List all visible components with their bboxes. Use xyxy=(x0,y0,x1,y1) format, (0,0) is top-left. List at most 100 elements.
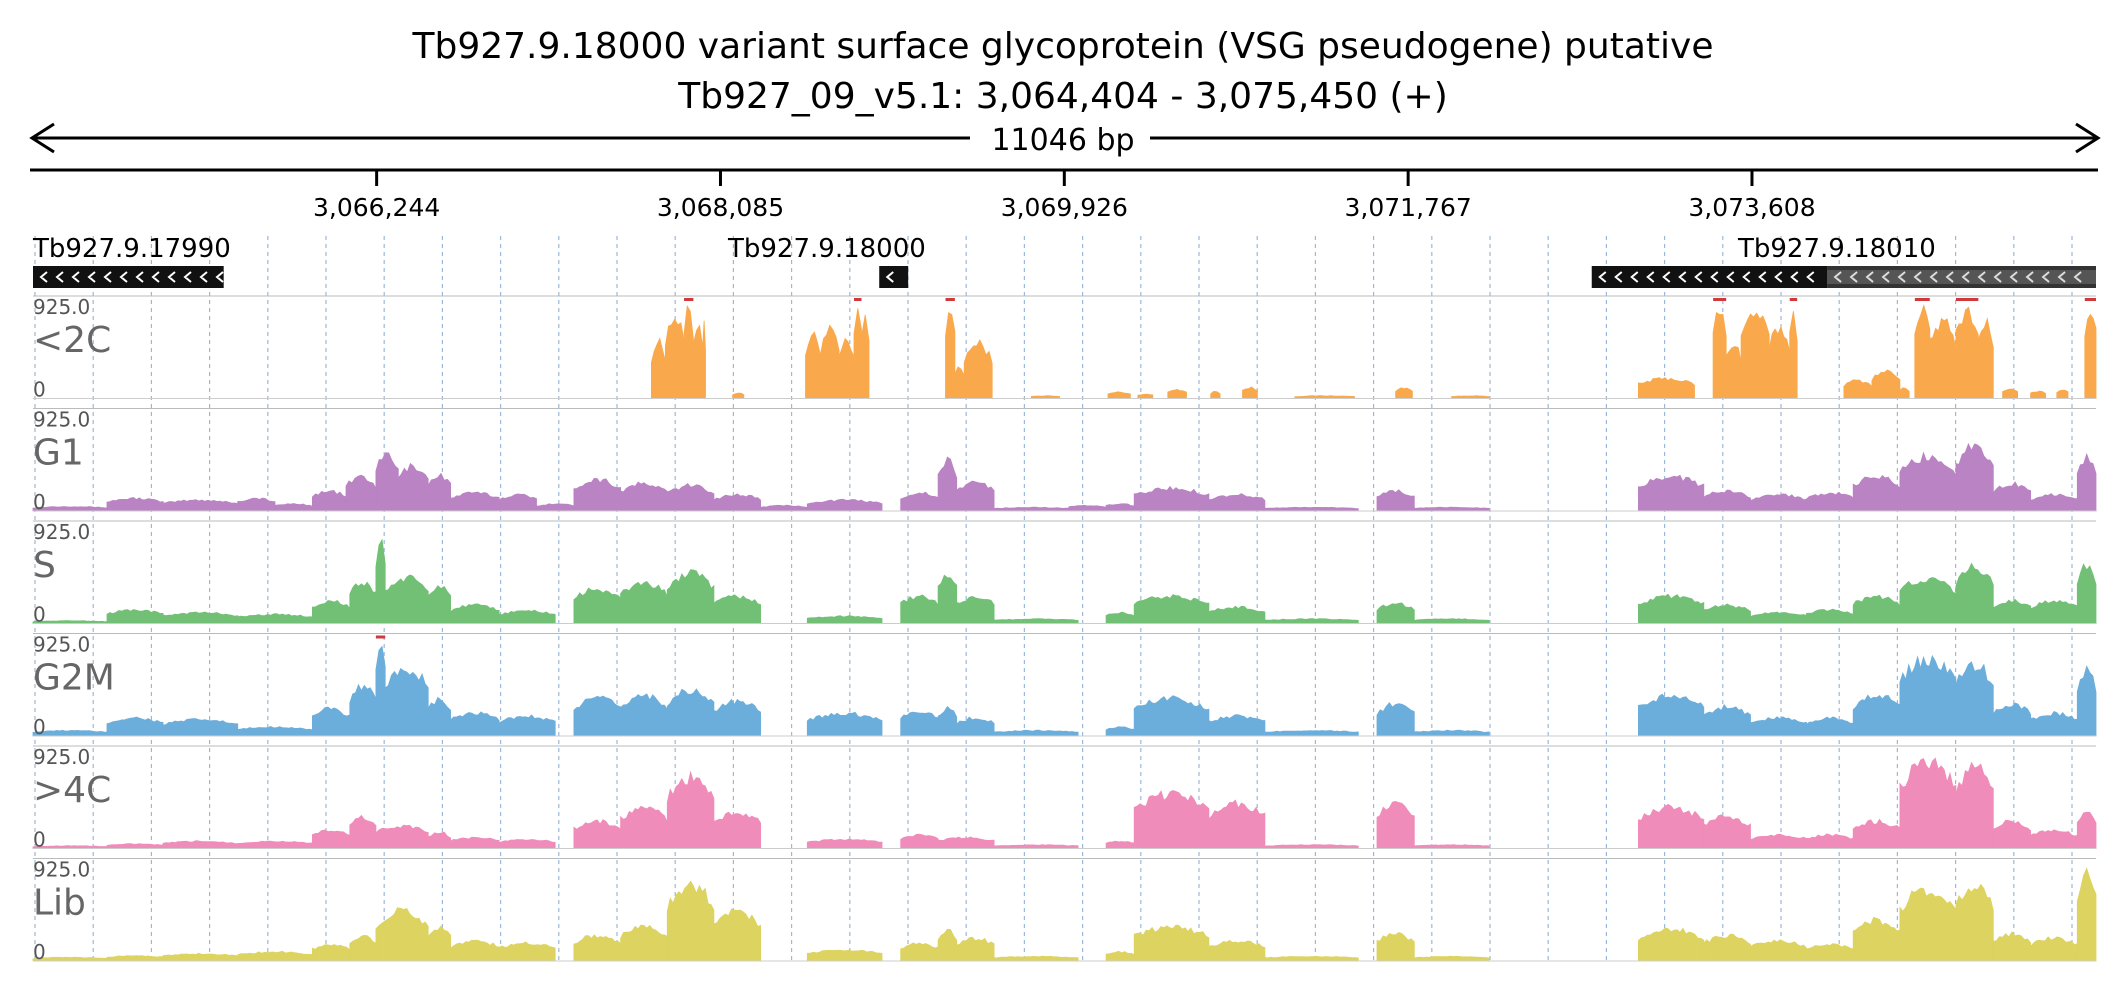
coverage-area xyxy=(2076,665,2097,737)
coverage-area xyxy=(993,618,1079,624)
coverage-area xyxy=(1806,608,1854,624)
coverage-area xyxy=(162,718,239,737)
coverage-area xyxy=(1852,916,1901,962)
coverage-area xyxy=(993,844,1079,849)
coverage-area xyxy=(2030,829,2078,849)
coverage-area xyxy=(162,499,239,512)
coverage-area xyxy=(666,483,715,512)
coverage-area xyxy=(732,392,745,399)
coverage-area xyxy=(900,711,939,737)
coverage-area xyxy=(1376,932,1415,962)
coverage-area xyxy=(237,497,276,512)
coverage-area xyxy=(1376,702,1415,737)
coverage-area xyxy=(450,939,500,962)
coverage-area xyxy=(853,308,862,399)
coverage-area xyxy=(1703,603,1751,624)
gene-track: Tb927.9.17990 Tb927.9.18000 Tb927.9.18010 xyxy=(32,234,2096,288)
coverage-area xyxy=(1914,304,1931,399)
coverage-track: 925.0 0 <2C xyxy=(33,295,2097,402)
coverage-track: 925.0 0 G1 xyxy=(32,408,2097,514)
coverage-area xyxy=(1899,387,1910,399)
coverage-area xyxy=(498,714,556,737)
x-tick-label: 3,068,085 xyxy=(657,193,784,222)
coverage-area xyxy=(349,683,377,737)
coverage-area xyxy=(1750,493,1807,512)
coverage-area xyxy=(237,950,313,962)
coverage-area xyxy=(1208,799,1266,849)
coverage-area xyxy=(666,770,715,849)
coverage-area xyxy=(1768,325,1791,399)
coverage-area xyxy=(1208,493,1266,512)
coverage-area xyxy=(838,337,855,399)
coverage-area xyxy=(1703,704,1751,737)
coverage-area xyxy=(573,477,621,512)
coverage-area xyxy=(536,503,575,512)
coverage-area xyxy=(32,620,108,624)
coverage-area xyxy=(1703,933,1751,962)
coverage-area xyxy=(2056,389,2069,399)
track-ymax-label: 925.0 xyxy=(33,633,90,657)
coverage-area xyxy=(1395,387,1413,399)
coverage-area xyxy=(427,585,451,624)
coverage-area xyxy=(666,688,715,737)
coverage-area xyxy=(1167,388,1187,399)
track-ymin-label: 0 xyxy=(33,378,46,402)
coverage-area xyxy=(620,805,668,849)
coverage-area xyxy=(1413,729,1490,737)
coverage-area xyxy=(1068,504,1107,512)
track-ymin-label: 0 xyxy=(33,828,46,852)
coverage-area xyxy=(1955,661,1994,737)
coverage-area xyxy=(498,839,556,849)
track-ymax-label: 925.0 xyxy=(33,408,90,432)
coverage-area xyxy=(956,936,995,962)
coverage-area xyxy=(993,955,1079,962)
coverage-area xyxy=(106,843,164,849)
coverage-area xyxy=(1264,618,1359,624)
coverage-area xyxy=(1899,451,1957,512)
coverage-area xyxy=(349,581,377,624)
coverage-area xyxy=(1413,955,1490,962)
coverage-area xyxy=(2002,388,2018,399)
coverage-area xyxy=(1264,844,1359,849)
x-tick-label: 3,069,926 xyxy=(1001,193,1128,222)
coverage-area xyxy=(106,497,164,512)
coverage-area xyxy=(1376,602,1415,624)
coverage-track: 925.0 0 G2M xyxy=(32,633,2097,739)
coverage-area xyxy=(106,955,164,962)
coverage-area xyxy=(32,845,108,849)
coverage-area xyxy=(1899,887,1957,962)
coverage-area xyxy=(2030,936,2078,962)
coverage-area xyxy=(375,452,399,512)
coverage-area xyxy=(1208,939,1266,962)
coverage-area xyxy=(806,949,883,962)
coverage-track: 925.0 0 Lib xyxy=(32,858,2097,964)
strand-chevrons xyxy=(39,271,224,283)
coverage-area xyxy=(1638,803,1705,849)
coverage-area xyxy=(2076,867,2097,962)
coverage-area xyxy=(1852,694,1901,737)
coverage-area xyxy=(312,829,351,849)
span-arrow-head-right xyxy=(2075,122,2101,154)
coverage-area xyxy=(450,603,500,624)
coverage-area xyxy=(713,493,761,512)
clipping-marker xyxy=(1914,298,1930,301)
coverage-area xyxy=(1264,730,1359,737)
x-axis-ticks: 3,066,244 3,068,085 3,069,926 3,071,767 3,07… xyxy=(313,170,1816,222)
coverage-area xyxy=(397,462,429,512)
strand-chevrons xyxy=(885,271,894,283)
coverage-area xyxy=(1992,481,2031,512)
coverage-area xyxy=(1133,485,1210,512)
coverage-area xyxy=(427,925,451,962)
coverage-area xyxy=(498,493,537,512)
coverage-area xyxy=(498,941,556,962)
coverage-area xyxy=(956,480,995,512)
track-ymax-label: 925.0 xyxy=(33,295,90,319)
coverage-area xyxy=(573,587,621,624)
coverage-area xyxy=(427,472,451,512)
x-tick-label: 3,071,767 xyxy=(1345,193,1472,222)
coverage-area xyxy=(1852,594,1901,624)
coverage-area xyxy=(806,615,883,624)
coverage-area xyxy=(713,908,761,962)
coverage-area xyxy=(427,696,451,737)
